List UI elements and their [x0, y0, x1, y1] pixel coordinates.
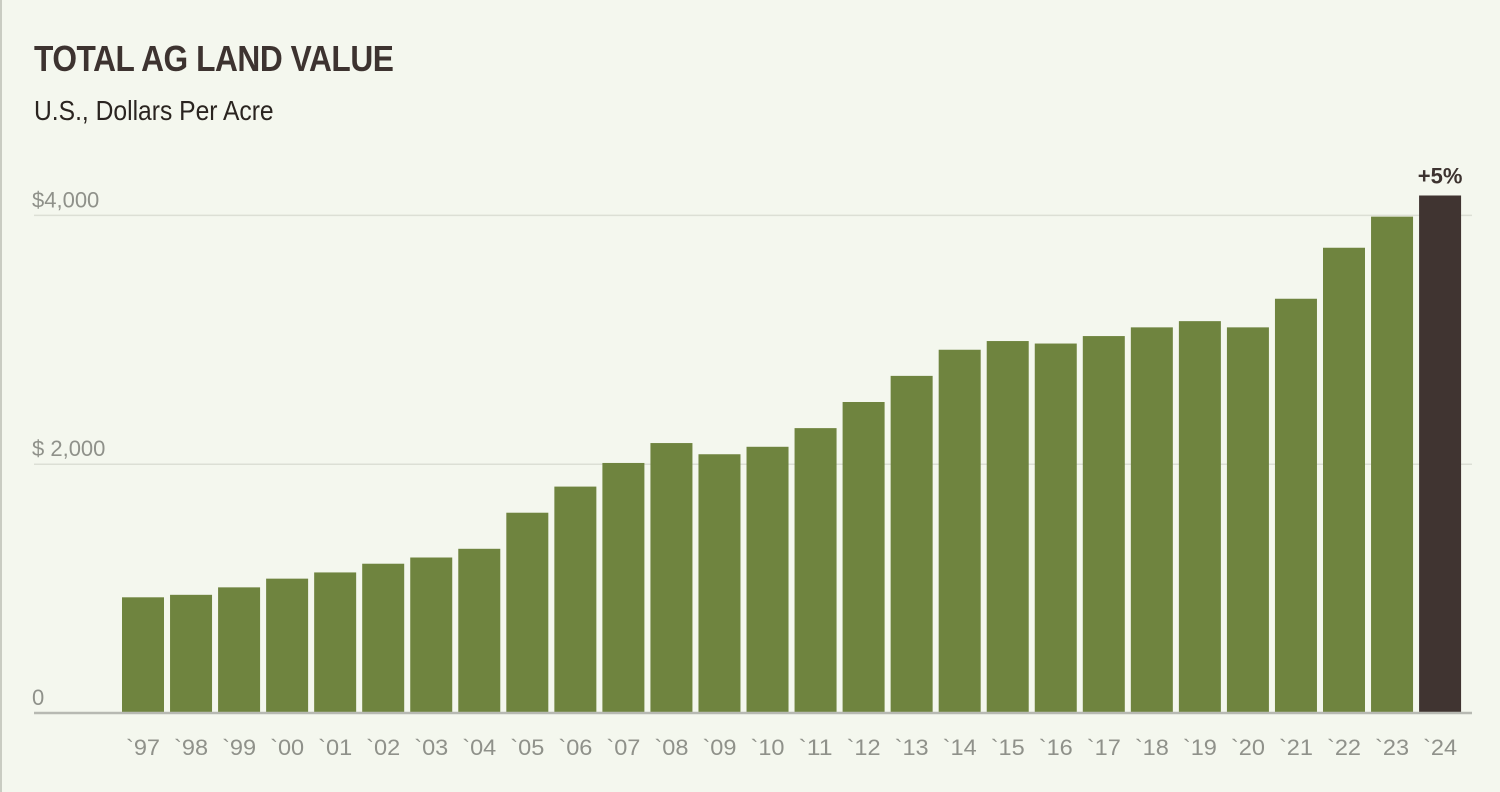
bar-8: [506, 512, 549, 713]
x-tick-label: `99: [222, 735, 256, 760]
bar-16: [890, 375, 933, 713]
x-tick-label: `04: [462, 735, 496, 760]
bar-5: [362, 563, 405, 713]
x-tick-label: `07: [606, 735, 640, 760]
y-tick-label: 0: [32, 685, 44, 710]
x-tick-label: `14: [943, 735, 977, 760]
chart-subtitle: U.S., Dollars Per Acre: [34, 95, 274, 126]
bar-11: [650, 443, 693, 713]
x-tick-label: `05: [510, 735, 544, 760]
bar-2: [218, 587, 261, 713]
bar-14: [794, 428, 837, 713]
bar-18: [986, 341, 1029, 713]
x-tick-label: `02: [366, 735, 400, 760]
x-tick-label: `09: [702, 735, 736, 760]
x-tick-label: `00: [270, 735, 304, 760]
bar-10: [602, 462, 645, 713]
x-tick-label: `11: [799, 735, 833, 760]
bar-3: [266, 578, 309, 713]
bar-0: [122, 597, 164, 713]
bar-20: [1082, 336, 1125, 713]
bar-13: [746, 446, 789, 713]
bar-21: [1130, 327, 1173, 713]
bar-12: [698, 454, 741, 713]
bar-23: [1226, 327, 1269, 713]
x-tick-label: `97: [126, 735, 160, 760]
x-tick-label: `19: [1183, 735, 1217, 760]
x-tick-label: `23: [1375, 735, 1409, 760]
bar-19: [1034, 343, 1077, 713]
x-tick-label: `21: [1279, 735, 1313, 760]
x-tick-label: `03: [414, 735, 448, 760]
x-tick-label: `24: [1423, 735, 1457, 760]
x-tick-label: `01: [318, 735, 352, 760]
bar-6: [410, 557, 453, 713]
bar-24: [1274, 298, 1317, 713]
bar-26: [1371, 216, 1414, 714]
x-tick-label: `15: [991, 735, 1025, 760]
x-tick-label: `06: [558, 735, 592, 760]
bar-22: [1178, 321, 1221, 713]
x-tick-label: `13: [895, 735, 929, 760]
x-tick-label: `22: [1327, 735, 1361, 760]
bar-1: [170, 594, 213, 713]
x-tick-label: `20: [1231, 735, 1265, 760]
bar-17: [938, 349, 981, 713]
x-tick-label: `12: [847, 735, 881, 760]
y-tick-label: $ 2,000: [32, 436, 105, 461]
x-tick-label: `16: [1039, 735, 1073, 760]
bar-annotation: +5%: [1418, 163, 1463, 188]
bar-4: [314, 572, 357, 713]
x-tick-label: `10: [751, 735, 785, 760]
x-tick-label: `17: [1087, 735, 1121, 760]
x-tick-label: `18: [1135, 735, 1169, 760]
bar-25: [1323, 247, 1365, 713]
bar-7: [458, 548, 501, 713]
bar-15: [842, 402, 885, 713]
x-tick-label: `98: [174, 735, 208, 760]
x-tick-label: `08: [654, 735, 688, 760]
chart-title: TOTAL AG LAND VALUE: [34, 38, 394, 79]
y-tick-label: $4,000: [32, 187, 99, 212]
bar-9: [554, 486, 597, 713]
bar-27: [1419, 195, 1462, 714]
